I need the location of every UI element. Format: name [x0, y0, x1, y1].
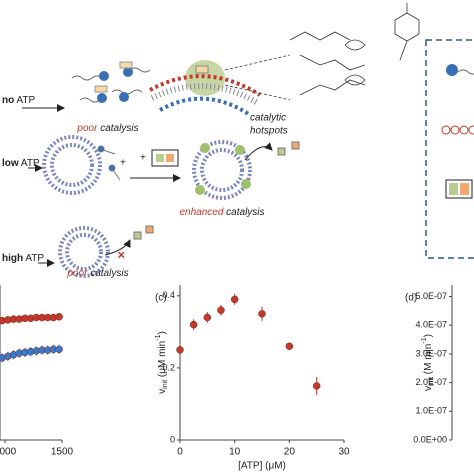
- data-point: [230, 295, 239, 304]
- y-axis-label-part: ): [423, 334, 434, 337]
- x-tick-label: 30: [338, 447, 350, 458]
- x-tick-label: 1000: [0, 447, 17, 458]
- data-point: [55, 313, 63, 321]
- y-axis-label-part: init: [428, 377, 435, 386]
- data-point: [55, 345, 63, 354]
- x-tick-label: 1500: [51, 447, 74, 458]
- data-point: [176, 346, 184, 354]
- x-tick-label: 10: [229, 447, 241, 458]
- hotspot-label: hotspots: [250, 126, 288, 137]
- block-mark: ✕: [117, 251, 125, 262]
- vesicle: [58, 226, 110, 278]
- hotspot-label: catalytic: [250, 113, 286, 124]
- y-axis-label-part: (μM min: [157, 341, 168, 380]
- y-axis-label-part: (M min: [423, 344, 434, 377]
- product: [145, 225, 154, 234]
- catalysis-note: enhanced catalysis: [179, 207, 264, 218]
- row-label: low ATP: [2, 158, 40, 169]
- product: [133, 231, 142, 240]
- y-tick-label: 0.2: [162, 362, 175, 372]
- y-axis-label-part: init: [162, 380, 169, 389]
- y-axis-label-part: ): [157, 331, 168, 334]
- panel-label: (c): [155, 293, 167, 304]
- y-axis-label-part: v: [157, 389, 168, 394]
- x-tick-label: 20: [284, 447, 296, 458]
- y-axis-label: vinit (M min-1): [421, 334, 435, 391]
- y-tick-label: 4.0E-07: [415, 320, 447, 330]
- catalysis-note: poor catalysis: [76, 123, 138, 134]
- x-axis-label: [ATP] (μM): [238, 461, 286, 472]
- y-axis-label-part: v: [423, 386, 434, 391]
- y-tick-label: 0: [170, 434, 175, 444]
- free-amphiphiles: [97, 145, 121, 181]
- plus: +: [120, 158, 126, 169]
- atp-box: [151, 149, 179, 167]
- data-point: [203, 313, 212, 322]
- catalysis-note: poor catalysis: [66, 268, 128, 279]
- atp-icon: [156, 154, 164, 162]
- data-point: [312, 382, 321, 390]
- legend-box: [425, 39, 474, 259]
- y-axis-label-part: -1: [155, 334, 162, 340]
- plus: +: [140, 153, 146, 164]
- y-axis-label: vinit (μM min-1): [155, 331, 169, 394]
- data-point: [258, 310, 266, 318]
- panel-label: (d): [405, 293, 417, 304]
- free-amphiphiles: [71, 61, 151, 103]
- arrow: [244, 142, 273, 161]
- row-label: no ATP: [2, 95, 35, 106]
- product: [277, 147, 286, 156]
- micelle: [149, 60, 262, 117]
- data-point: [217, 306, 225, 314]
- y-axis-label-part: -1: [421, 337, 428, 343]
- data-point: [285, 342, 294, 351]
- y-tick-label: 5.0E-07: [415, 291, 447, 301]
- data-point: [189, 320, 198, 329]
- y-tick-label: 1.0E-07: [415, 406, 447, 416]
- row-label: high ATP: [2, 253, 44, 264]
- y-tick-label: 3.0E-07: [415, 348, 447, 358]
- y-tick-label: 0.0E+00: [413, 434, 447, 444]
- complex-structure: [224, 3, 420, 101]
- vesicle: [192, 140, 252, 200]
- y-tick-label: 0.4: [162, 290, 175, 300]
- arrow: [104, 239, 131, 256]
- product: [291, 141, 300, 150]
- atp-icon: [166, 154, 174, 162]
- vesicle: [42, 135, 102, 195]
- x-tick-label: 0: [177, 447, 183, 458]
- y-tick-label: 2.0E-07: [415, 377, 447, 387]
